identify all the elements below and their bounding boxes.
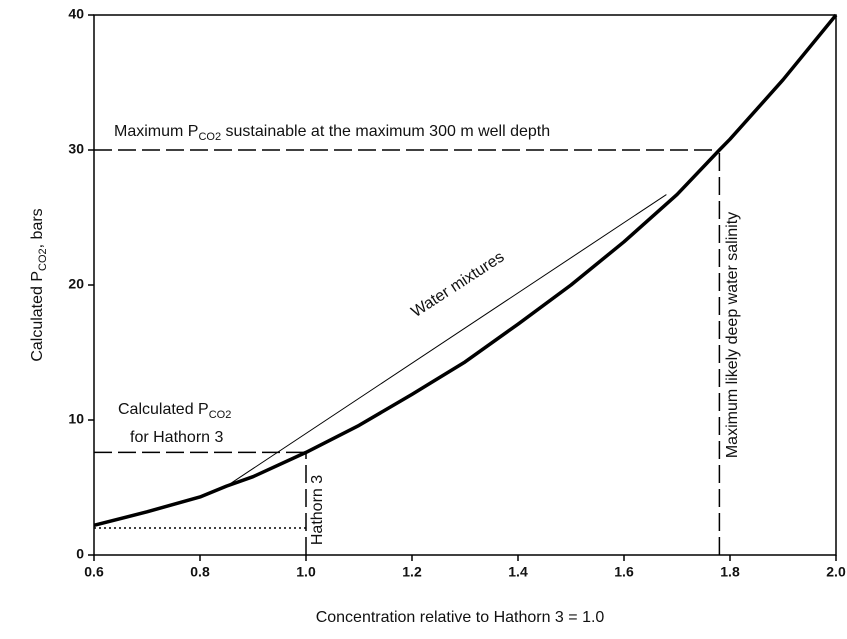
y-tick-label: 40: [68, 6, 84, 22]
x-tick-label: 0.8: [190, 564, 210, 580]
annotation: Maximum PCO2 sustainable at the maximum …: [114, 123, 550, 143]
x-tick-label: 0.6: [84, 564, 104, 580]
y-axis-label: Calculated PCO2, bars: [29, 208, 49, 361]
y-tick-label: 0: [76, 546, 84, 562]
annotation: Calculated PCO2: [118, 401, 231, 421]
y-label-sub: CO2: [37, 248, 49, 271]
y-tick-label: 20: [68, 276, 84, 292]
mixture-line: [226, 194, 667, 487]
curve: [93, 13, 838, 527]
annotation: Hathorn 3: [309, 475, 326, 545]
y-label-part: , bars: [29, 208, 46, 248]
y-tick-label: 30: [68, 141, 84, 157]
annotation-sub: CO2: [198, 131, 221, 143]
annotation-sub: CO2: [209, 409, 232, 421]
annotation: Maximum likely deep water salinity: [724, 212, 741, 458]
x-tick-label: 1.6: [614, 564, 634, 580]
x-tick-label: 2.0: [826, 564, 846, 580]
x-tick-label: 1.0: [296, 564, 316, 580]
annotation: for Hathorn 3: [130, 429, 223, 446]
y-tick-label: 10: [68, 411, 84, 427]
x-tick-label: 1.8: [720, 564, 740, 580]
x-tick-label: 1.4: [508, 564, 528, 580]
x-axis-label: Concentration relative to Hathorn 3 = 1.…: [316, 609, 605, 626]
annotation-part: sustainable at the maximum 300 m well de…: [221, 123, 550, 140]
annotation-part: Maximum P: [114, 123, 198, 140]
annotation-part: Calculated P: [118, 401, 209, 418]
y-label-part: Calculated P: [29, 271, 46, 362]
x-tick-label: 1.2: [402, 564, 422, 580]
